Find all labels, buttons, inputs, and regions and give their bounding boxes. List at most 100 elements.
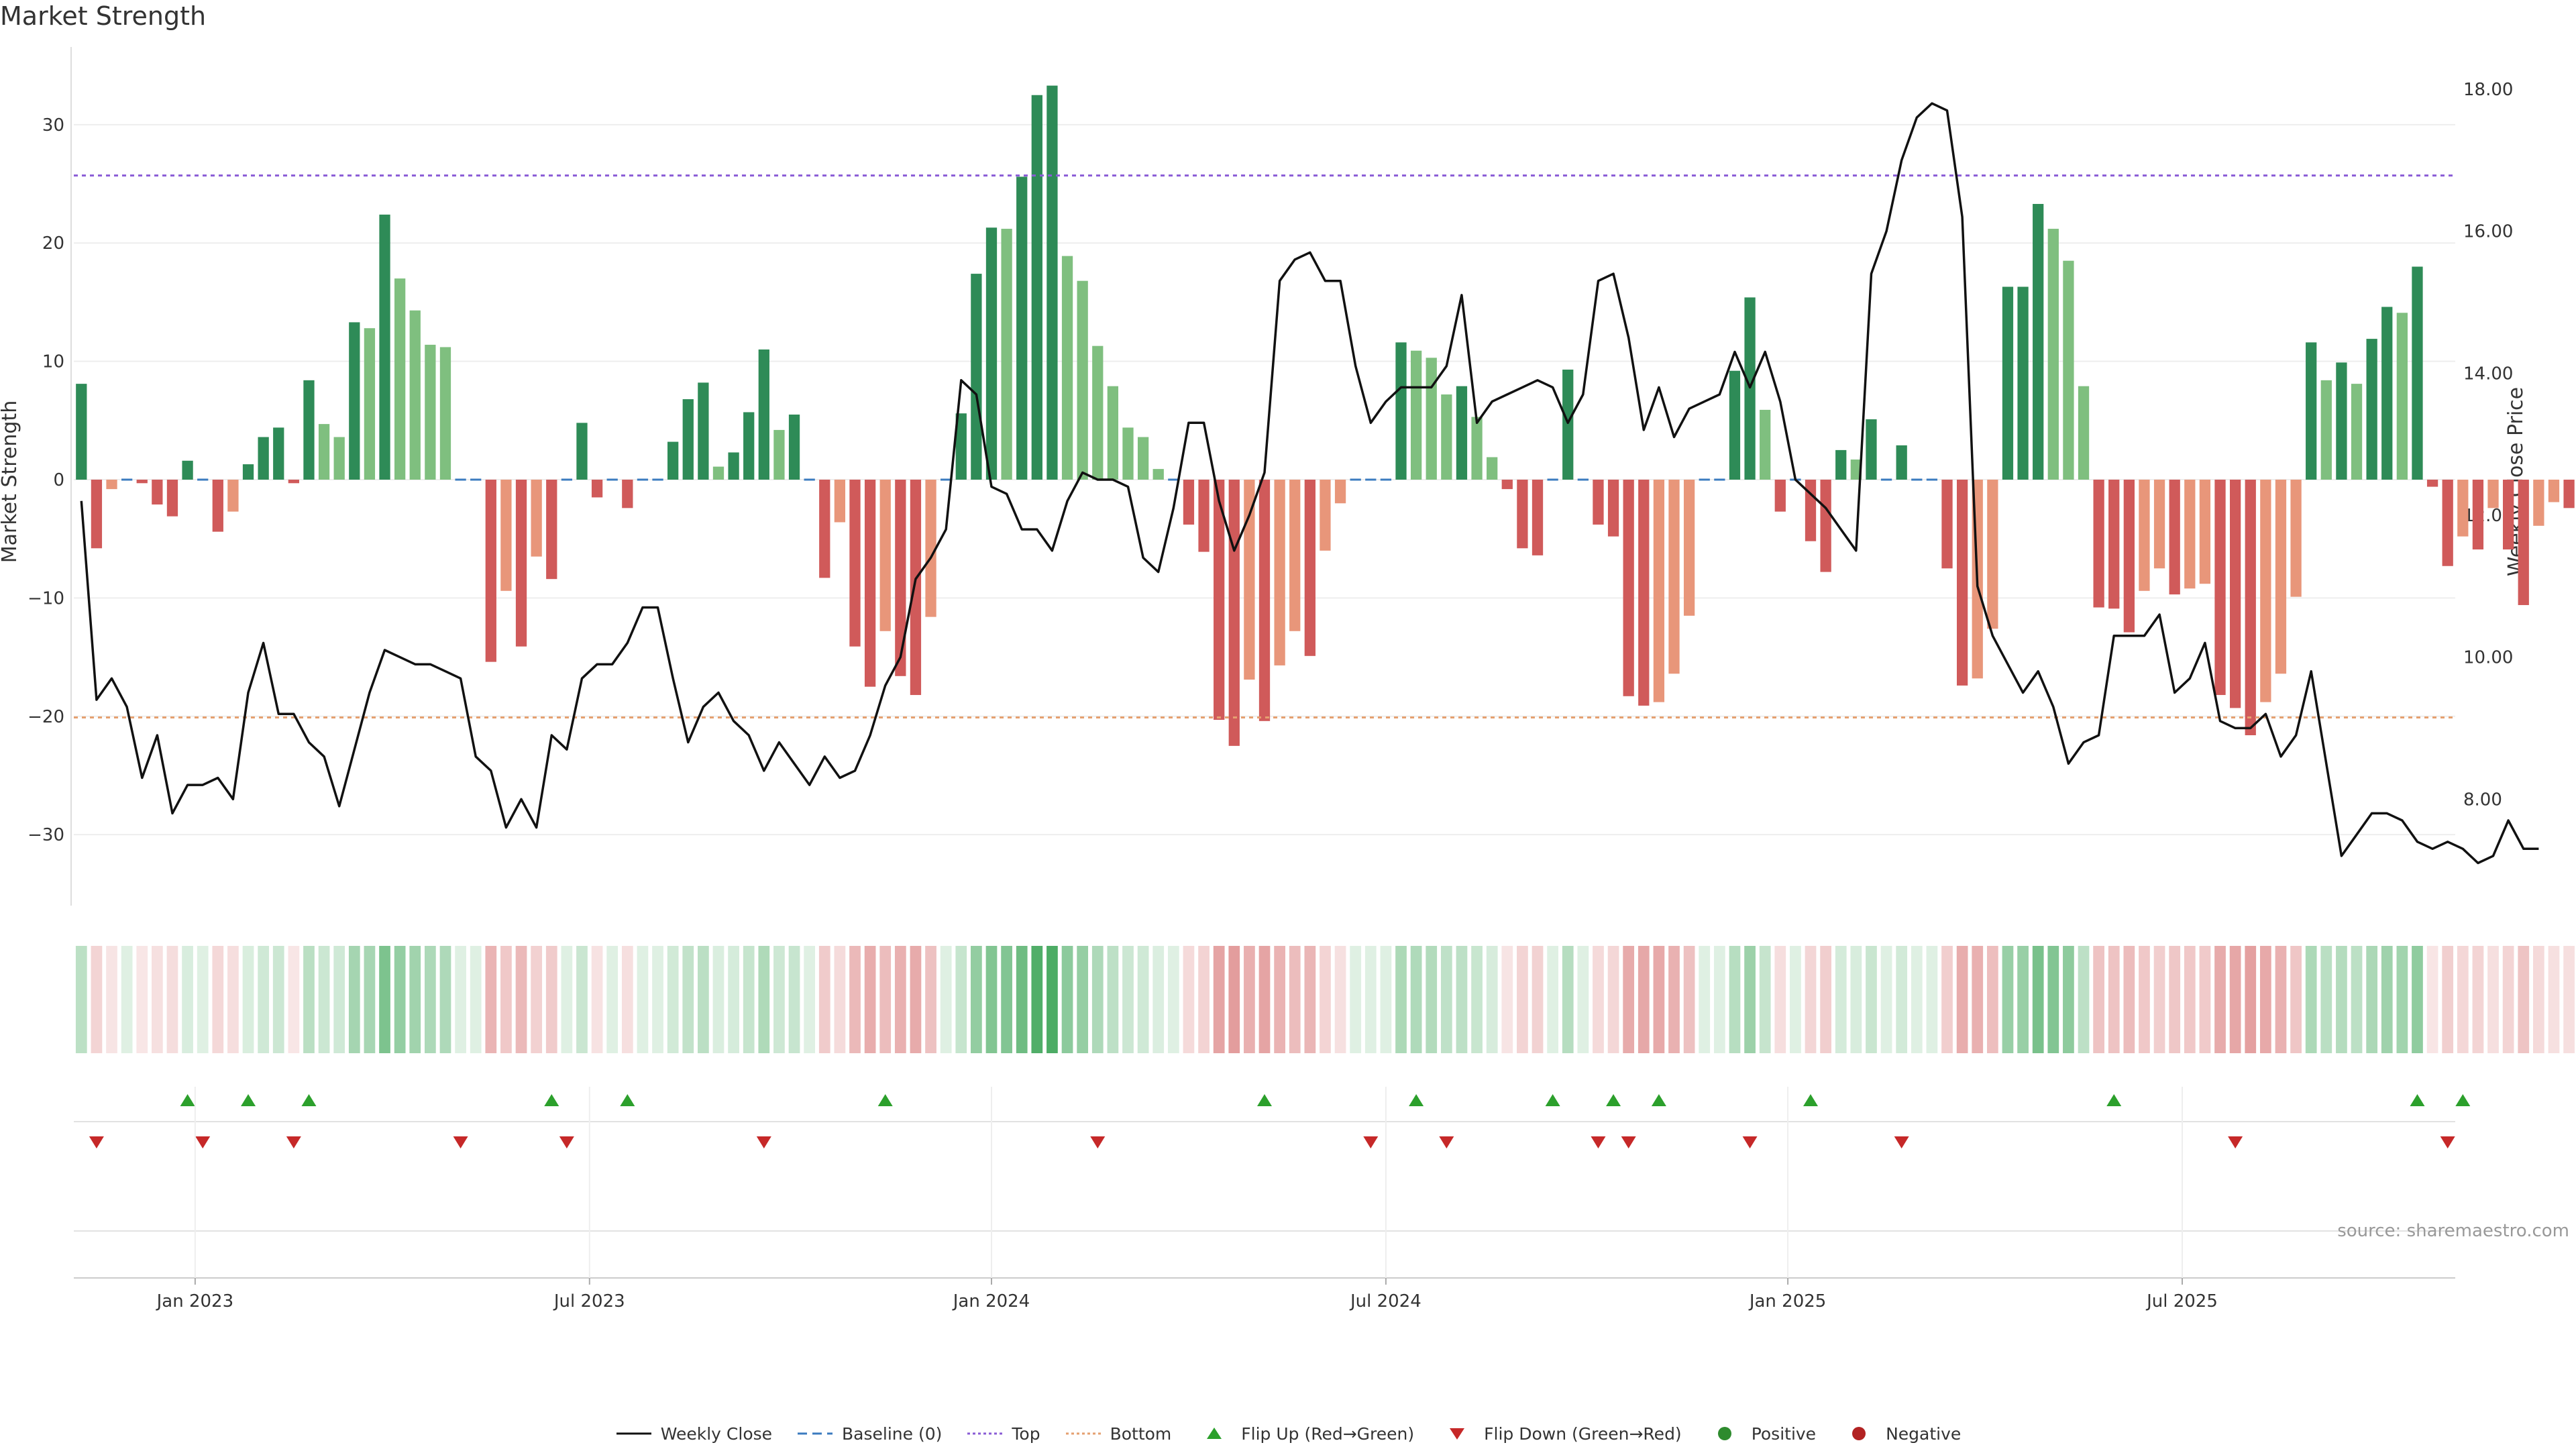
y2-tick-label: 14.00 — [2463, 364, 2513, 384]
strength-bar — [2245, 480, 2256, 735]
strength-bar — [425, 344, 436, 480]
y-tick-label: 20 — [42, 233, 64, 254]
strength-bar — [2093, 480, 2104, 608]
strength-bar — [2563, 480, 2575, 508]
heat-cell — [1167, 946, 1179, 1053]
heat-cell — [561, 946, 573, 1053]
strength-bar — [2214, 480, 2226, 696]
y-tick-label: 0 — [53, 470, 64, 490]
strength-bar — [910, 480, 922, 696]
heat-cell — [2412, 946, 2423, 1053]
flip-down-marker — [1439, 1136, 1454, 1148]
heat-cell — [591, 946, 603, 1053]
heat-cell — [515, 946, 527, 1053]
x-tick-label: Jan 2025 — [1748, 1291, 1827, 1311]
strength-bar — [1729, 370, 1741, 480]
strength-bar — [2426, 480, 2438, 487]
strength-bar — [2442, 480, 2453, 566]
legend-swatch — [798, 1432, 833, 1435]
strength-bar — [743, 412, 755, 480]
legend: Weekly Close Baseline (0) Top Bottom Flip Up… — [0, 1418, 2576, 1449]
strength-bar — [1152, 469, 1164, 480]
heat-cell — [1198, 946, 1210, 1053]
y-axis-label: Market Strength — [0, 400, 21, 563]
heat-cell — [1607, 946, 1619, 1053]
heat-cell — [500, 946, 512, 1053]
strength-bar — [1016, 176, 1028, 480]
strength-bar — [622, 480, 633, 508]
legend-item-negative: Negative — [1840, 1424, 1961, 1444]
strength-bar — [1744, 297, 1756, 480]
strength-bar — [1896, 445, 1907, 480]
heat-cell — [712, 946, 724, 1053]
x-tick-label: Jul 2024 — [1349, 1291, 1421, 1311]
heat-cell — [1668, 946, 1680, 1053]
strength-bar — [349, 322, 360, 480]
strength-bar — [288, 480, 300, 484]
strength-bar — [439, 347, 451, 480]
heat-cell — [303, 946, 315, 1053]
strength-bar — [576, 423, 588, 480]
heat-cell — [1031, 946, 1043, 1053]
flip-up-marker — [1409, 1094, 1424, 1106]
heat-cell — [1593, 946, 1604, 1053]
heat-cell — [1501, 946, 1513, 1053]
strength-bar — [136, 480, 148, 484]
heat-cell — [2245, 946, 2257, 1053]
flip-up-marker — [2410, 1094, 2425, 1106]
strength-bar — [2306, 342, 2317, 480]
heat-cell — [894, 946, 906, 1053]
strength-bar — [91, 480, 103, 549]
heat-cell — [2123, 946, 2135, 1053]
flip-up-marker — [241, 1094, 256, 1106]
strength-bar — [1653, 480, 1665, 702]
flip-up-marker — [1545, 1094, 1560, 1106]
heat-cell — [272, 946, 284, 1053]
strength-bar — [1092, 345, 1104, 480]
legend-item-baseline: Baseline (0) — [796, 1424, 942, 1444]
strength-bar — [303, 380, 315, 480]
heat-cell — [531, 946, 543, 1053]
heat-cell — [91, 946, 103, 1053]
heat-cell — [2169, 946, 2181, 1053]
flip-up-marker — [1606, 1094, 1621, 1106]
legend-item-flip_up: Flip Up (Red→Green) — [1195, 1424, 1414, 1444]
heat-cell — [1486, 946, 1498, 1053]
legend-swatch — [1717, 1427, 1731, 1440]
strength-bar — [394, 278, 406, 480]
strength-bar — [1001, 229, 1012, 480]
heat-cell — [652, 946, 663, 1053]
heat-strip — [75, 946, 2575, 1053]
flip-up-marker — [1803, 1094, 1819, 1106]
heat-cell — [1986, 946, 1998, 1053]
heat-cell — [364, 946, 376, 1053]
strength-bar — [1183, 480, 1195, 525]
heat-cell — [2078, 946, 2090, 1053]
heat-cell — [2108, 946, 2120, 1053]
strength-bar — [1501, 480, 1513, 490]
strength-bars — [76, 85, 2575, 746]
strength-bar — [1638, 480, 1650, 706]
heat-cell — [1729, 946, 1741, 1053]
heat-cell — [2093, 946, 2104, 1053]
strength-bar — [1820, 480, 1831, 572]
heat-cell — [1016, 946, 1028, 1053]
y2-tick-label: 8.00 — [2463, 790, 2502, 810]
flip-down-marker — [1742, 1136, 1758, 1148]
heat-cell — [1046, 946, 1058, 1053]
strength-bar — [500, 480, 512, 591]
heat-cell — [743, 946, 755, 1053]
strength-bar — [546, 480, 557, 580]
legend-marker — [1450, 1428, 1465, 1440]
heat-cell — [379, 946, 390, 1053]
heat-cell — [1790, 946, 1801, 1053]
heat-cell — [1107, 946, 1119, 1053]
heat-cell — [182, 946, 193, 1053]
heat-cell — [348, 946, 360, 1053]
heat-cell — [2229, 946, 2241, 1053]
y-tick-label: 30 — [42, 115, 64, 136]
legend-marker — [1717, 1427, 1731, 1440]
flip-down-marker — [286, 1136, 301, 1148]
heat-cell — [2502, 946, 2514, 1053]
heat-cell — [136, 946, 148, 1053]
